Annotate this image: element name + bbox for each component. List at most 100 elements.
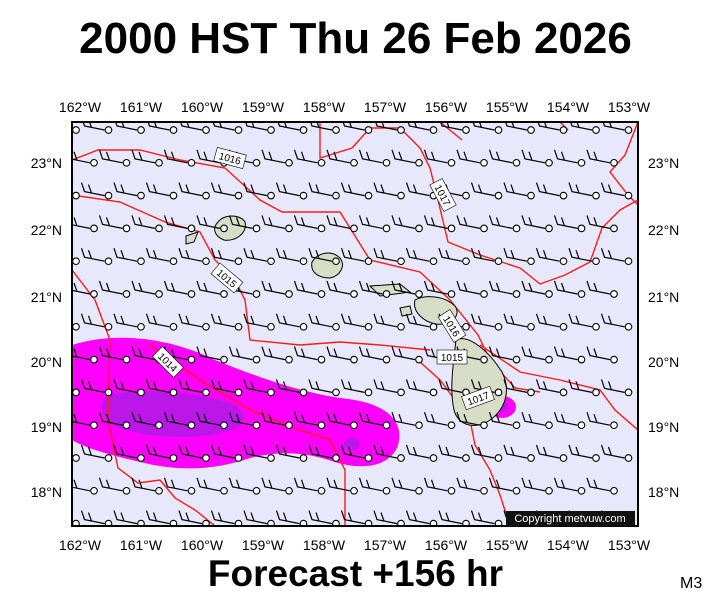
station-circle-icon xyxy=(155,290,163,298)
station-circle-icon xyxy=(577,355,586,364)
wind-barb-icon xyxy=(505,122,535,134)
lat-label: 18°N xyxy=(31,484,62,500)
wind-barb-icon xyxy=(196,280,228,298)
station-circle-icon xyxy=(512,421,521,430)
station-circle-icon xyxy=(624,257,633,266)
wind-barb-icon xyxy=(72,348,98,364)
wind-barb-icon xyxy=(553,149,586,167)
wind-barb-icon xyxy=(163,149,196,167)
wind-barb-icon xyxy=(98,280,131,298)
station-circle-icon xyxy=(610,158,618,167)
wind-barb-icon xyxy=(178,444,210,462)
station-circle-icon xyxy=(169,322,178,331)
wind-barb-icon xyxy=(243,313,275,331)
station-circle-icon xyxy=(332,388,340,397)
lon-label: 158°W xyxy=(303,99,346,115)
station-circle-icon xyxy=(480,224,488,233)
station-circle-icon xyxy=(429,454,438,462)
wind-barb-icon xyxy=(600,313,633,331)
lon-label: 161°W xyxy=(120,99,163,115)
lon-label: 162°W xyxy=(59,99,102,115)
station-circle-icon xyxy=(592,388,600,397)
wind-barb-icon xyxy=(131,477,163,495)
lat-label: 21°N xyxy=(31,289,62,305)
station-circle-icon xyxy=(122,421,131,430)
station-circle-icon xyxy=(512,224,521,233)
station-circle-icon xyxy=(397,388,405,397)
lat-label: 20°N xyxy=(648,354,679,370)
wind-barb-icon xyxy=(423,412,456,430)
station-circle-icon xyxy=(494,257,503,266)
station-circle-icon xyxy=(382,290,391,298)
lat-label: 19°N xyxy=(648,419,679,435)
station-circle-icon xyxy=(350,158,358,167)
station-circle-icon xyxy=(299,257,308,266)
station-circle-icon xyxy=(415,158,423,167)
station-circle-icon xyxy=(397,454,405,462)
wind-barb-icon xyxy=(308,248,340,266)
wind-barb-icon xyxy=(586,280,618,298)
wind-barb-icon xyxy=(163,477,196,495)
station-circle-icon xyxy=(415,421,423,430)
wind-barb-icon xyxy=(456,477,488,495)
wind-barb-icon xyxy=(178,379,210,397)
lat-label: 22°N xyxy=(648,222,679,238)
station-circle-icon xyxy=(317,355,326,364)
wind-barb-icon xyxy=(553,412,586,430)
station-circle-icon xyxy=(299,322,308,331)
station-circle-icon xyxy=(415,486,423,495)
lon-label: 156°W xyxy=(425,537,468,553)
wind-barb-icon xyxy=(568,379,600,397)
station-circle-icon xyxy=(447,158,456,167)
station-circle-icon xyxy=(494,519,503,526)
station-circle-icon xyxy=(104,388,113,397)
wind-barb-icon xyxy=(570,122,600,134)
station-circle-icon xyxy=(252,224,261,233)
wind-barb-icon xyxy=(373,182,405,200)
wind-barb-icon xyxy=(326,215,358,233)
wind-barb-icon xyxy=(521,477,553,495)
wind-barb-icon xyxy=(470,444,503,462)
forecast-label: Forecast +156 hr xyxy=(207,553,504,594)
station-circle-icon xyxy=(317,486,326,495)
wind-barb-icon xyxy=(98,412,131,430)
wind-barb-icon xyxy=(488,280,521,298)
wind-barb-icon xyxy=(145,510,178,526)
station-circle-icon xyxy=(350,290,358,298)
station-circle-icon xyxy=(267,126,275,134)
station-circle-icon xyxy=(169,519,178,526)
lon-label: 157°W xyxy=(364,99,407,115)
wind-barb-icon xyxy=(438,510,470,526)
wind-barb-icon xyxy=(503,248,535,266)
wind-barb-icon xyxy=(358,280,391,298)
station-circle-icon xyxy=(527,388,535,397)
wind-barb-icon xyxy=(72,282,98,298)
wind-barb-icon xyxy=(310,122,340,134)
wind-barb-icon xyxy=(600,248,633,266)
wind-barb-icon xyxy=(553,477,586,495)
wind-barb-icon xyxy=(82,122,113,134)
station-circle-icon xyxy=(285,158,293,167)
wind-barb-icon xyxy=(210,313,243,331)
station-circle-icon xyxy=(429,257,438,266)
lat-label: 23°N xyxy=(31,155,62,171)
station-circle-icon xyxy=(187,158,196,167)
wind-barb-icon xyxy=(521,149,553,167)
wind-barb-icon xyxy=(472,122,503,134)
wind-barb-icon xyxy=(210,444,243,462)
wind-barb-icon xyxy=(537,122,568,134)
station-circle-icon xyxy=(72,388,80,397)
station-circle-icon xyxy=(104,454,113,462)
wind-barb-icon xyxy=(602,122,633,134)
wind-barb-icon xyxy=(553,215,586,233)
station-circle-icon xyxy=(350,355,358,364)
wind-barb-icon xyxy=(80,379,113,397)
wind-barb-icon xyxy=(521,215,553,233)
wind-barb-icon xyxy=(553,280,586,298)
wind-barb-icon xyxy=(261,412,293,430)
wind-barb-icon xyxy=(243,182,275,200)
station-circle-icon xyxy=(447,421,456,430)
wind-barb-icon xyxy=(261,280,293,298)
station-circle-icon xyxy=(592,322,600,331)
station-circle-icon xyxy=(332,519,340,526)
